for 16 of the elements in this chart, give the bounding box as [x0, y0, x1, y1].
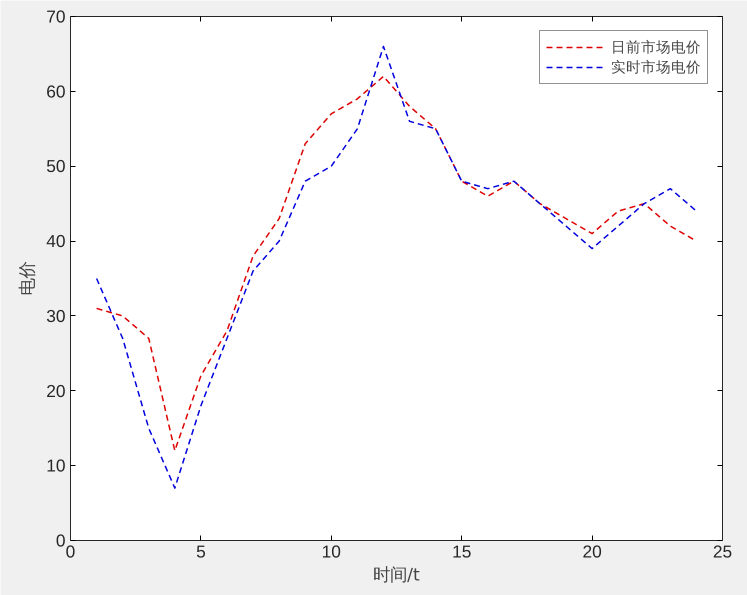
x-axis-title: 时间/t — [373, 566, 420, 586]
x-tick-label: 10 — [322, 542, 341, 562]
y-tick-label: 20 — [46, 380, 66, 401]
x-tick-label: 25 — [712, 542, 732, 562]
x-tick-label: 20 — [582, 542, 602, 562]
y-tick-label: 30 — [46, 306, 66, 326]
legend-label: 实时市场电价 — [611, 58, 701, 76]
y-tick-label: 60 — [46, 81, 66, 102]
x-tick-label: 15 — [452, 542, 472, 562]
y-axis-title: 电价 — [18, 262, 38, 296]
x-tick-label: 5 — [196, 542, 206, 562]
y-tick-label: 50 — [46, 156, 66, 176]
legend-label: 日前市场电价 — [611, 38, 701, 56]
y-tick-label: 40 — [46, 231, 66, 252]
y-tick-label: 10 — [46, 456, 66, 476]
y-tick-label: 70 — [46, 6, 66, 26]
